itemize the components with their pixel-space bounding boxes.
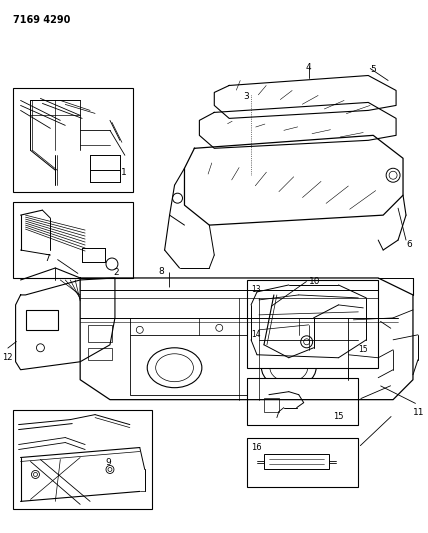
Text: 16: 16 bbox=[251, 442, 262, 451]
Bar bbox=[26, 310, 58, 330]
Ellipse shape bbox=[262, 348, 316, 387]
Bar bbox=[247, 378, 358, 425]
Text: 15: 15 bbox=[358, 345, 368, 354]
Text: 13: 13 bbox=[251, 285, 261, 294]
Text: 9: 9 bbox=[105, 457, 111, 466]
Bar bbox=[12, 410, 152, 510]
Text: 6: 6 bbox=[406, 240, 412, 249]
Text: 1: 1 bbox=[121, 168, 127, 177]
Bar bbox=[247, 280, 378, 368]
Bar bbox=[12, 88, 133, 192]
Bar bbox=[264, 454, 329, 470]
Bar bbox=[247, 438, 358, 487]
Ellipse shape bbox=[156, 354, 193, 382]
Bar bbox=[12, 202, 133, 278]
Text: 3: 3 bbox=[243, 92, 249, 101]
Bar bbox=[264, 398, 279, 411]
Ellipse shape bbox=[270, 354, 308, 382]
Text: 11: 11 bbox=[413, 408, 425, 417]
Text: 4: 4 bbox=[306, 62, 311, 71]
Bar bbox=[88, 348, 112, 360]
Text: 12: 12 bbox=[2, 353, 12, 362]
Text: 8: 8 bbox=[159, 267, 165, 276]
Text: 7169 4290: 7169 4290 bbox=[12, 15, 70, 25]
Text: 7: 7 bbox=[45, 254, 51, 263]
Text: 5: 5 bbox=[370, 64, 376, 74]
Bar bbox=[88, 325, 112, 342]
Text: 10: 10 bbox=[309, 277, 320, 286]
Text: 15: 15 bbox=[333, 411, 344, 421]
Bar bbox=[130, 335, 348, 394]
Text: 14: 14 bbox=[251, 330, 261, 339]
Text: 2: 2 bbox=[113, 268, 119, 277]
Ellipse shape bbox=[147, 348, 202, 387]
